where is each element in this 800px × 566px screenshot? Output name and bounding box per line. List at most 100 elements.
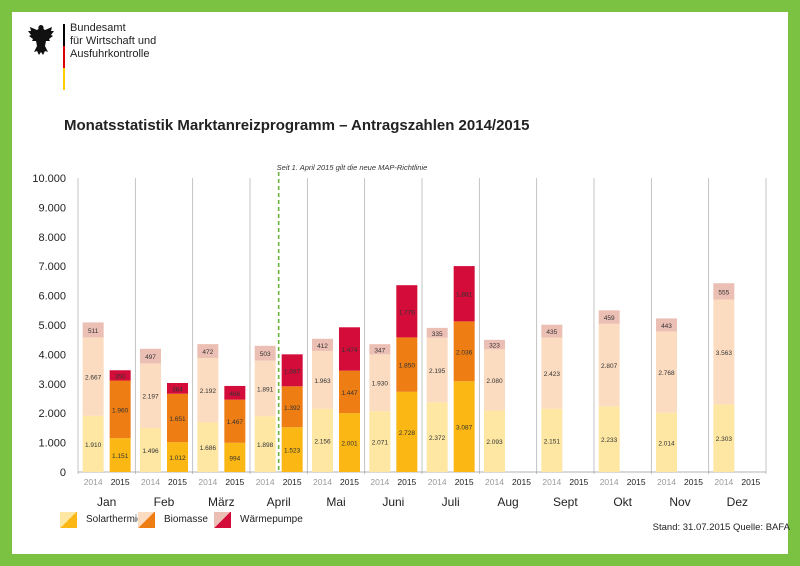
bar-segment [109, 438, 131, 472]
legend-swatch-biomasse [138, 512, 155, 528]
legend-label-biomasse: Biomasse [164, 514, 208, 525]
legend-label-waermepumpe: Wärmepumpe [240, 514, 303, 525]
data-label: 2.728 [399, 430, 416, 437]
bar-segment [224, 442, 246, 472]
data-label: 1.910 [85, 442, 102, 449]
bar-segment [281, 354, 303, 387]
data-label: 435 [546, 329, 557, 336]
bar-segment [254, 360, 276, 417]
year-label: 2014 [313, 477, 332, 487]
year-label: 2014 [198, 477, 217, 487]
bar-segment [396, 391, 418, 472]
data-label: 2.423 [544, 371, 561, 378]
category-label: Jan [97, 495, 116, 509]
year-label: 2015 [283, 477, 302, 487]
bar-segment [140, 363, 161, 429]
data-label: 994 [229, 455, 240, 462]
data-label: 2.093 [486, 439, 503, 446]
data-label: 1.651 [169, 416, 186, 423]
data-label: 2.768 [658, 370, 675, 377]
data-label: 2.151 [544, 438, 561, 445]
data-label: 555 [718, 289, 729, 296]
bar-segment [82, 415, 104, 472]
data-label: 511 [88, 328, 99, 335]
data-label: 466 [229, 391, 240, 398]
flag-stripe-black [63, 24, 65, 46]
year-label: 2015 [569, 477, 588, 487]
data-label: 3.563 [716, 350, 733, 357]
bar-segment [312, 338, 333, 351]
category-label: Feb [154, 495, 175, 509]
data-label: 1.523 [284, 448, 301, 455]
data-label: 2.080 [486, 378, 503, 385]
data-label: 1.087 [284, 368, 301, 375]
y-tick-label: 9.000 [38, 202, 66, 214]
data-label: 350 [115, 373, 126, 380]
bar-segment [541, 408, 563, 472]
data-label: 1.963 [314, 378, 331, 385]
year-label: 2014 [141, 477, 160, 487]
category-label: April [267, 495, 291, 509]
data-label: 1.776 [399, 309, 416, 316]
bar-segment [254, 345, 276, 361]
year-label: 2014 [600, 477, 619, 487]
data-label: 2.195 [429, 368, 446, 375]
data-label: 3.087 [456, 425, 473, 432]
data-label: 2.192 [200, 388, 217, 395]
data-label: 1.960 [112, 407, 129, 414]
data-label: 347 [374, 347, 385, 354]
data-label: 2.014 [658, 440, 675, 447]
category-label: Juli [442, 495, 460, 509]
data-label: 1.151 [112, 453, 129, 460]
bar-segment [281, 427, 303, 472]
bar-segment [656, 318, 677, 332]
bar-segment [224, 385, 246, 400]
data-label: 2.001 [341, 441, 358, 448]
data-label: 1.467 [227, 419, 244, 426]
data-label: 2.667 [85, 375, 102, 382]
data-label: 1.496 [142, 448, 159, 455]
year-label: 2014 [485, 477, 504, 487]
year-label: 2015 [397, 477, 416, 487]
y-tick-label: 8.000 [38, 232, 66, 244]
bar-segment [541, 337, 563, 409]
org-line-2: für Wirtschaft und [70, 35, 157, 47]
org-line-1: Bundesamt [70, 22, 126, 34]
data-label: 1.850 [399, 363, 416, 370]
bar-segment [109, 380, 131, 439]
organization-name: Bundesamt für Wirtschaft und Ausfuhrkont… [70, 22, 156, 61]
data-label: 1.474 [341, 347, 358, 354]
year-label: 2015 [684, 477, 703, 487]
legend-swatch-solarthermie [60, 512, 77, 528]
data-label: 503 [260, 351, 271, 358]
category-label: Okt [613, 495, 632, 509]
data-label: 335 [432, 331, 443, 338]
year-label: 2014 [657, 477, 676, 487]
bar-segment [656, 412, 677, 472]
year-label: 2015 [627, 477, 646, 487]
bar-segment [254, 416, 276, 472]
year-label: 2014 [84, 477, 103, 487]
year-label: 2014 [256, 477, 275, 487]
y-tick-label: 5.000 [38, 320, 66, 332]
bar-segment [339, 413, 360, 472]
category-label: März [208, 495, 235, 509]
year-label: 2015 [741, 477, 760, 487]
data-label: 497 [145, 354, 156, 361]
bar-segment [197, 357, 219, 423]
y-tick-label: 4.000 [38, 349, 66, 361]
category-label: Dez [727, 495, 748, 509]
year-label: 2015 [455, 477, 474, 487]
bar-segment [713, 299, 735, 405]
bar-segment [396, 337, 418, 392]
bar-segment [484, 339, 505, 350]
bar-segment [396, 285, 418, 338]
bar-segment [140, 348, 161, 364]
bar-segment [281, 386, 303, 428]
legend-swatch-waermepumpe [214, 512, 231, 528]
bar-segment [598, 406, 620, 472]
bar-segment [167, 393, 188, 443]
flag-bar [63, 24, 65, 90]
bar-segment [82, 322, 104, 338]
